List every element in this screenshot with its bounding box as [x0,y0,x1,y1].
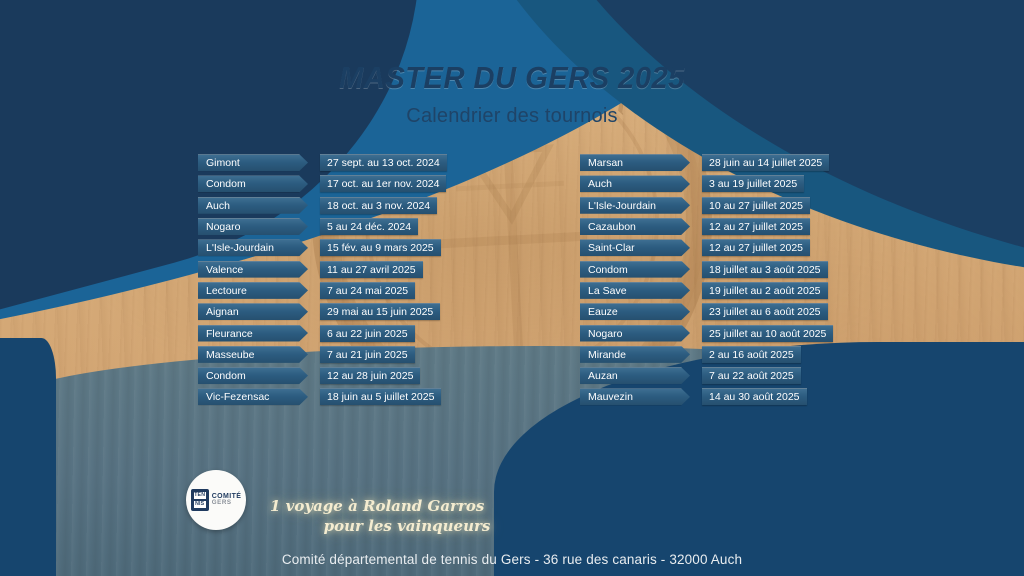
city-tag: Auch [198,196,308,214]
date-tag: 11 au 27 avril 2025 [320,260,423,278]
city-tag: L'Isle-Jourdain [580,196,690,214]
schedule-row: Cazaubon 12 au 27 juillet 2025 [580,216,938,237]
schedule-row: Masseube 7 au 21 juin 2025 [198,344,556,365]
date-tag: 19 juillet au 2 août 2025 [702,281,828,299]
city-tag: Fleurance [198,324,308,342]
date-tag: 15 fév. au 9 mars 2025 [320,239,441,257]
date-tag: 6 au 22 juin 2025 [320,324,415,342]
logo-wordmark-line2: GERS [211,499,232,507]
schedule-row: Aignan 29 mai au 15 juin 2025 [198,301,556,322]
city-tag: Auch [580,175,690,193]
schedule-row: Condom 18 juillet au 3 août 2025 [580,258,938,279]
schedule-row: Nogaro 5 au 24 déc. 2024 [198,216,556,237]
logo-wordmark: COMITÉ GERS [212,493,242,507]
date-tag: 18 oct. au 3 nov. 2024 [320,196,438,214]
date-tag: 2 au 16 août 2025 [702,345,801,363]
city-tag: L'Isle-Jourdain [198,239,308,257]
tennis-mark-icon: TEN NIS [190,489,209,511]
date-tag: 12 au 28 juin 2025 [320,367,421,385]
schedule-column-left: Gimont 27 sept. au 13 oct. 2024 Condom 17 … [198,152,556,408]
schedule-row: Marsan 28 juin au 14 juillet 2025 [580,152,938,173]
date-tag: 25 juillet au 10 août 2025 [702,324,834,342]
date-tag: 3 au 19 juillet 2025 [702,175,805,193]
logo-wordmark-line1: COMITÉ [211,493,242,501]
tennis-mark-line1: TEN [193,492,206,500]
schedule-row: Nogaro 25 juillet au 10 août 2025 [580,322,938,343]
city-tag: Eauze [580,303,690,321]
city-tag: Aignan [198,303,308,321]
city-tag: Nogaro [580,324,690,342]
city-tag: Valence [198,260,308,278]
schedule-row: Condom 17 oct. au 1er nov. 2024 [198,173,556,194]
comite-gers-logo: TEN NIS COMITÉ GERS [186,470,246,530]
date-tag: 18 juin au 5 juillet 2025 [320,388,442,406]
city-tag: Lectoure [198,281,308,299]
schedule-row: Saint-Clar 12 au 27 juillet 2025 [580,237,938,258]
schedule-row: Vic-Fezensac 18 juin au 5 juillet 2025 [198,386,556,407]
city-tag: Mauvezin [580,388,690,406]
city-tag: Mirande [580,345,690,363]
city-tag: Nogaro [198,218,308,236]
date-tag: 17 oct. au 1er nov. 2024 [320,175,447,193]
schedule-row: L'Isle-Jourdain 15 fév. au 9 mars 2025 [198,237,556,258]
date-tag: 12 au 27 juillet 2025 [702,239,810,257]
city-tag: Condom [580,260,690,278]
date-tag: 23 juillet au 6 août 2025 [702,303,828,321]
prize-tagline-line2: pour les vainqueurs [323,516,491,535]
tennis-mark-line2: NIS [193,500,206,508]
city-tag: Vic-Fezensac [198,388,308,406]
page-title: MASTER DU GERS 2025 [339,60,685,95]
city-tag: Cazaubon [580,218,690,236]
date-tag: 10 au 27 juillet 2025 [702,196,810,214]
schedule-row: Mauvezin 14 au 30 août 2025 [580,386,938,407]
date-tag: 7 au 21 juin 2025 [320,345,415,363]
date-tag: 7 au 22 août 2025 [702,367,801,385]
date-tag: 27 sept. au 13 oct. 2024 [320,154,447,172]
date-tag: 12 au 27 juillet 2025 [702,218,810,236]
date-tag: 28 juin au 14 juillet 2025 [702,154,830,172]
date-tag: 14 au 30 août 2025 [702,388,807,406]
poster-header: MASTER DU GERS 2025 Calendrier des tourn… [0,60,1024,128]
schedule-row: Lectoure 7 au 24 mai 2025 [198,280,556,301]
city-tag: Condom [198,367,308,385]
page-subtitle: Calendrier des tournois [406,105,618,127]
schedule-row: La Save 19 juillet au 2 août 2025 [580,280,938,301]
schedule-row: Condom 12 au 28 juin 2025 [198,365,556,386]
schedule-row: Auzan 7 au 22 août 2025 [580,365,938,386]
city-tag: Saint-Clar [580,239,690,257]
schedule-row: Valence 11 au 27 avril 2025 [198,258,556,279]
city-tag: Auzan [580,367,690,385]
city-tag: Condom [198,175,308,193]
city-tag: Masseube [198,345,308,363]
footer-address: Comité départemental de tennis du Gers -… [281,552,743,567]
schedule-row: Gimont 27 sept. au 13 oct. 2024 [198,152,556,173]
city-tag: La Save [580,281,690,299]
prize-tagline-line1: 1 voyage à Roland Garros [270,497,485,515]
date-tag: 5 au 24 déc. 2024 [320,218,419,236]
date-tag: 29 mai au 15 juin 2025 [320,303,441,321]
schedule-row: Auch 18 oct. au 3 nov. 2024 [198,195,556,216]
schedule-row: Fleurance 6 au 22 juin 2025 [198,322,556,343]
city-tag: Marsan [580,154,690,172]
city-tag: Gimont [198,154,308,172]
schedule-row: Mirande 2 au 16 août 2025 [580,344,938,365]
schedule-column-right: Marsan 28 juin au 14 juillet 2025 Auch 3 a… [580,152,938,408]
schedule-row: Auch 3 au 19 juillet 2025 [580,173,938,194]
tournament-schedule: Gimont 27 sept. au 13 oct. 2024 Condom 17 … [0,152,1024,408]
schedule-row: L'Isle-Jourdain 10 au 27 juillet 2025 [580,195,938,216]
schedule-row: Eauze 23 juillet au 6 août 2025 [580,301,938,322]
decor-bottom-left-navy-strip [0,338,56,576]
date-tag: 7 au 24 mai 2025 [320,281,416,299]
prize-tagline: 1 voyage à Roland Garros pour les vainqu… [262,497,552,537]
date-tag: 18 juillet au 3 août 2025 [702,260,828,278]
